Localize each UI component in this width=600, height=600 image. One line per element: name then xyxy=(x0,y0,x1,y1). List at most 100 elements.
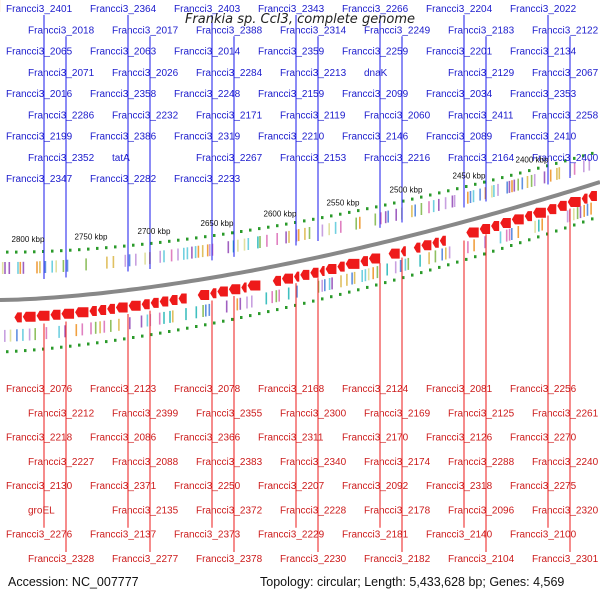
tick-dot xyxy=(87,247,90,251)
feature-band xyxy=(128,254,131,267)
tick-dot xyxy=(501,176,504,180)
kbp-tick-label: 2800 kbp xyxy=(12,235,45,244)
gene-label-reverse: Francci3_2092 xyxy=(342,481,409,492)
gene-arrow xyxy=(400,246,406,257)
gene-arrow xyxy=(533,207,546,218)
gene-label-forward: dnaK xyxy=(364,68,388,79)
gene-label-forward: Francci3_2314 xyxy=(280,25,347,36)
feature-band xyxy=(328,223,330,236)
gene-arrow xyxy=(14,312,22,323)
feature-band xyxy=(146,314,149,327)
gene-label-reverse: Francci3_2250 xyxy=(174,481,241,492)
feature-band xyxy=(103,320,106,333)
feature-band xyxy=(163,311,165,324)
gene-arrow xyxy=(89,306,97,317)
feature-band xyxy=(448,246,451,259)
gene-label-forward: Francci3_2099 xyxy=(342,89,409,100)
gene-label-forward: Francci3_2183 xyxy=(448,25,515,36)
gene-arrow xyxy=(500,217,511,228)
gene-arrow xyxy=(360,256,368,267)
gene-label-forward: Francci3_2060 xyxy=(364,110,431,121)
gene-label-forward: Francci3_2410 xyxy=(510,132,577,143)
feature-band xyxy=(201,245,204,258)
feature-band xyxy=(8,262,11,274)
kbp-tick-labels: 2800 kbp 2750 kbp 2700 kbp 2650 kbp 2600 kbp… xyxy=(12,156,549,244)
feature-band xyxy=(372,267,374,280)
feature-band xyxy=(506,181,508,194)
gene-label-forward: Francci3_2358 xyxy=(90,89,157,100)
feature-band xyxy=(346,273,348,286)
gene-arrow xyxy=(217,286,228,297)
gene-label-reverse: Francci3_2170 xyxy=(342,433,409,444)
tick-dot xyxy=(168,330,171,333)
tick-dot xyxy=(456,260,459,264)
tick-dot xyxy=(501,246,504,250)
feature-band xyxy=(85,258,87,271)
tick-dot xyxy=(276,308,279,312)
feature-band xyxy=(451,195,454,208)
tick-dot xyxy=(420,195,423,199)
feature-band xyxy=(135,253,137,266)
gene-label-reverse: Francci3_2124 xyxy=(342,384,409,395)
feature-band xyxy=(202,305,204,317)
gene-arrow xyxy=(241,282,247,293)
gene-arrow xyxy=(345,258,360,269)
feature-band xyxy=(387,210,389,223)
feature-band xyxy=(467,241,469,254)
gene-label-reverse: Francci3_2355 xyxy=(196,408,263,419)
tick-dot xyxy=(330,295,333,299)
feature-band xyxy=(197,245,200,258)
feature-band xyxy=(288,230,290,243)
feature-band xyxy=(590,202,592,215)
gene-label-reverse: Francci3_2178 xyxy=(364,505,431,516)
feature-band xyxy=(208,303,211,316)
feature-band xyxy=(534,220,536,233)
tick-dot xyxy=(60,249,63,253)
tick-dot xyxy=(393,201,396,205)
feature-band xyxy=(331,277,333,290)
tick-dot xyxy=(222,319,225,323)
tick-dot xyxy=(69,344,72,348)
feature-band xyxy=(22,328,24,341)
feature-band xyxy=(308,227,311,239)
tick-dot xyxy=(240,316,243,319)
feature-band xyxy=(321,279,323,292)
feature-band xyxy=(4,329,6,342)
tick-dot xyxy=(528,169,531,173)
tick-dot xyxy=(411,197,414,201)
tick-dot xyxy=(258,227,261,231)
tick-dot xyxy=(24,250,27,254)
gene-arrow xyxy=(337,261,345,272)
tick-dot xyxy=(402,199,405,203)
gene-arrow xyxy=(319,266,325,277)
feature-band xyxy=(445,247,447,260)
tick-dot xyxy=(573,223,576,227)
feature-band xyxy=(541,218,543,231)
gene-arrow xyxy=(581,193,588,204)
feature-band xyxy=(243,238,246,251)
feature-band xyxy=(384,211,387,224)
tick-dot xyxy=(78,343,81,347)
tick-dot xyxy=(249,228,252,232)
feature-band xyxy=(583,204,585,217)
feature-band xyxy=(511,228,513,240)
gene-label-forward: Francci3_2153 xyxy=(280,153,347,164)
feature-band xyxy=(99,321,101,334)
tick-dot xyxy=(348,290,351,294)
feature-band xyxy=(586,203,589,216)
gene-label-forward: Francci3_2258 xyxy=(532,110,599,121)
gene-arrow xyxy=(479,223,491,234)
tick-dot xyxy=(15,349,18,353)
tick-dot xyxy=(204,323,207,327)
gene-label-reverse: Francci3_2288 xyxy=(448,457,515,468)
gene-arrow xyxy=(567,196,581,207)
tick-dot xyxy=(537,235,540,239)
feature-band xyxy=(110,319,112,332)
feature-band xyxy=(583,160,585,173)
tick-dot xyxy=(312,299,315,303)
feature-band xyxy=(428,201,430,214)
feature-band xyxy=(1,262,4,274)
gene-label-forward: Francci3_2347 xyxy=(6,174,73,185)
tick-dot xyxy=(141,242,144,246)
gene-label-reverse: groEL xyxy=(28,505,55,516)
